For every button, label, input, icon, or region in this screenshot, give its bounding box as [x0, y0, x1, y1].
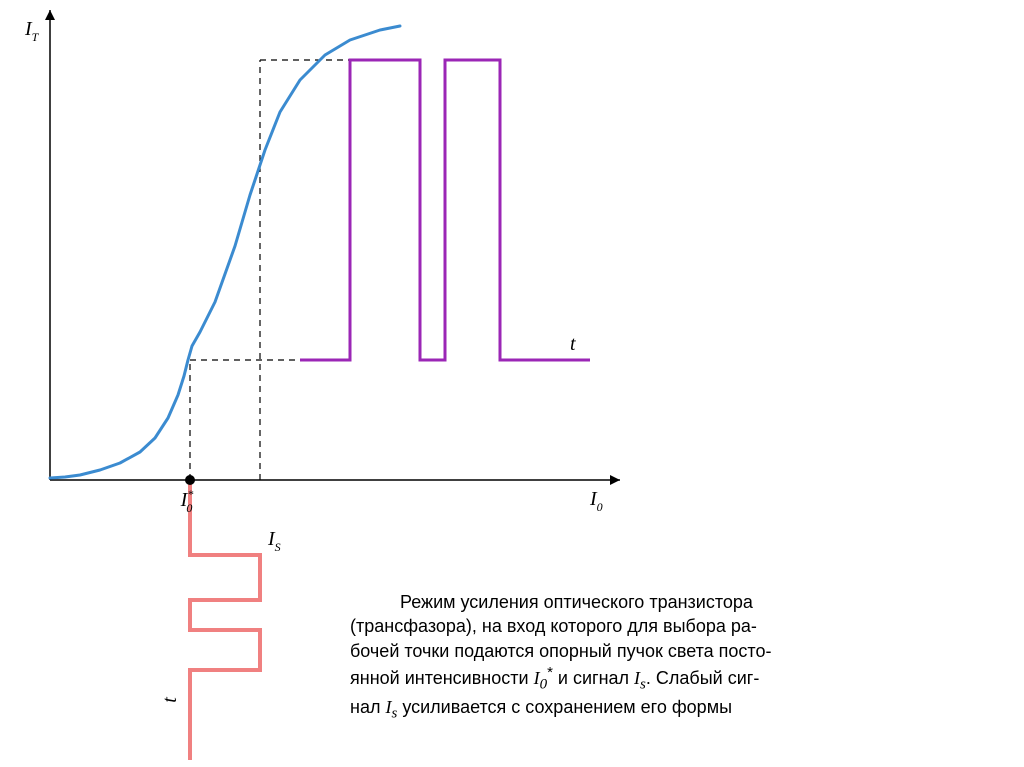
label-i0-star: I*0 — [180, 487, 194, 515]
operating-point-marker — [185, 475, 195, 485]
label-t-input: t — [159, 697, 181, 703]
caption-line: янной интенсивности I0* и сигнал Is. Сла… — [350, 663, 990, 695]
label-is: IS — [267, 528, 281, 554]
caption-text: Режим усиления оптического транзистора(т… — [350, 590, 990, 724]
output-signal — [300, 60, 590, 360]
caption-line: бочей точки подаются опорный пучок света… — [350, 639, 990, 663]
caption-line: Режим усиления оптического транзистора — [350, 590, 990, 614]
x-axis-arrow — [610, 475, 620, 485]
sigmoid-curve — [50, 26, 400, 478]
caption-line: нал Is усиливается с сохранением его фор… — [350, 695, 990, 724]
caption-line: (трансфазора), на вход которого для выбо… — [350, 614, 990, 638]
label-t-output: t — [570, 333, 576, 355]
y-axis-arrow — [45, 10, 55, 20]
label-y-axis: IT — [24, 18, 40, 44]
input-signal — [190, 480, 260, 760]
label-x-axis: I0 — [589, 488, 603, 514]
